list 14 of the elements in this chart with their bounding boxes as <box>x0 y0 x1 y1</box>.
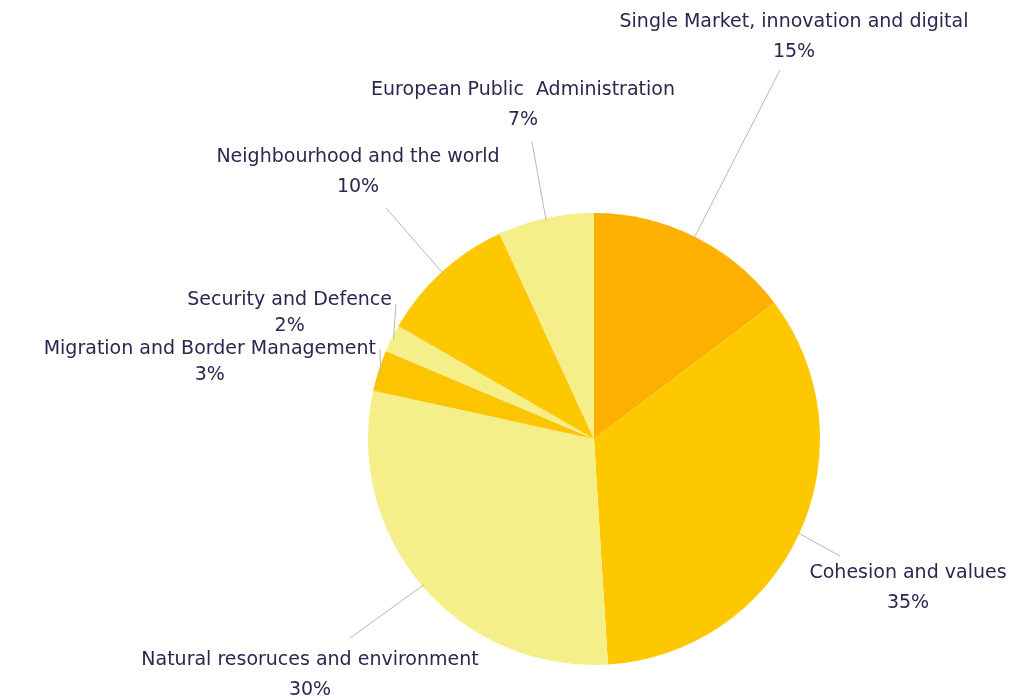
data-label: 35% <box>886 589 930 612</box>
slice-label: Neighbourhood and the world <box>216 143 500 166</box>
slice-label: Cohesion and values <box>809 559 1007 582</box>
slice-label: Single Market, innovation and digital <box>619 8 969 31</box>
data-label: 2% <box>274 312 305 335</box>
slice-label: Natural resoruces and environment <box>141 646 479 669</box>
data-label: 15% <box>772 38 816 61</box>
slice-label: European Public Administration <box>371 76 675 99</box>
data-label: 30% <box>288 676 332 699</box>
data-label: 10% <box>336 173 380 196</box>
slice-label: Migration and Border Management <box>43 335 376 358</box>
data-label: 7% <box>507 106 539 129</box>
data-label: 3% <box>194 361 225 384</box>
slice-label: Security and Defence <box>187 286 393 309</box>
